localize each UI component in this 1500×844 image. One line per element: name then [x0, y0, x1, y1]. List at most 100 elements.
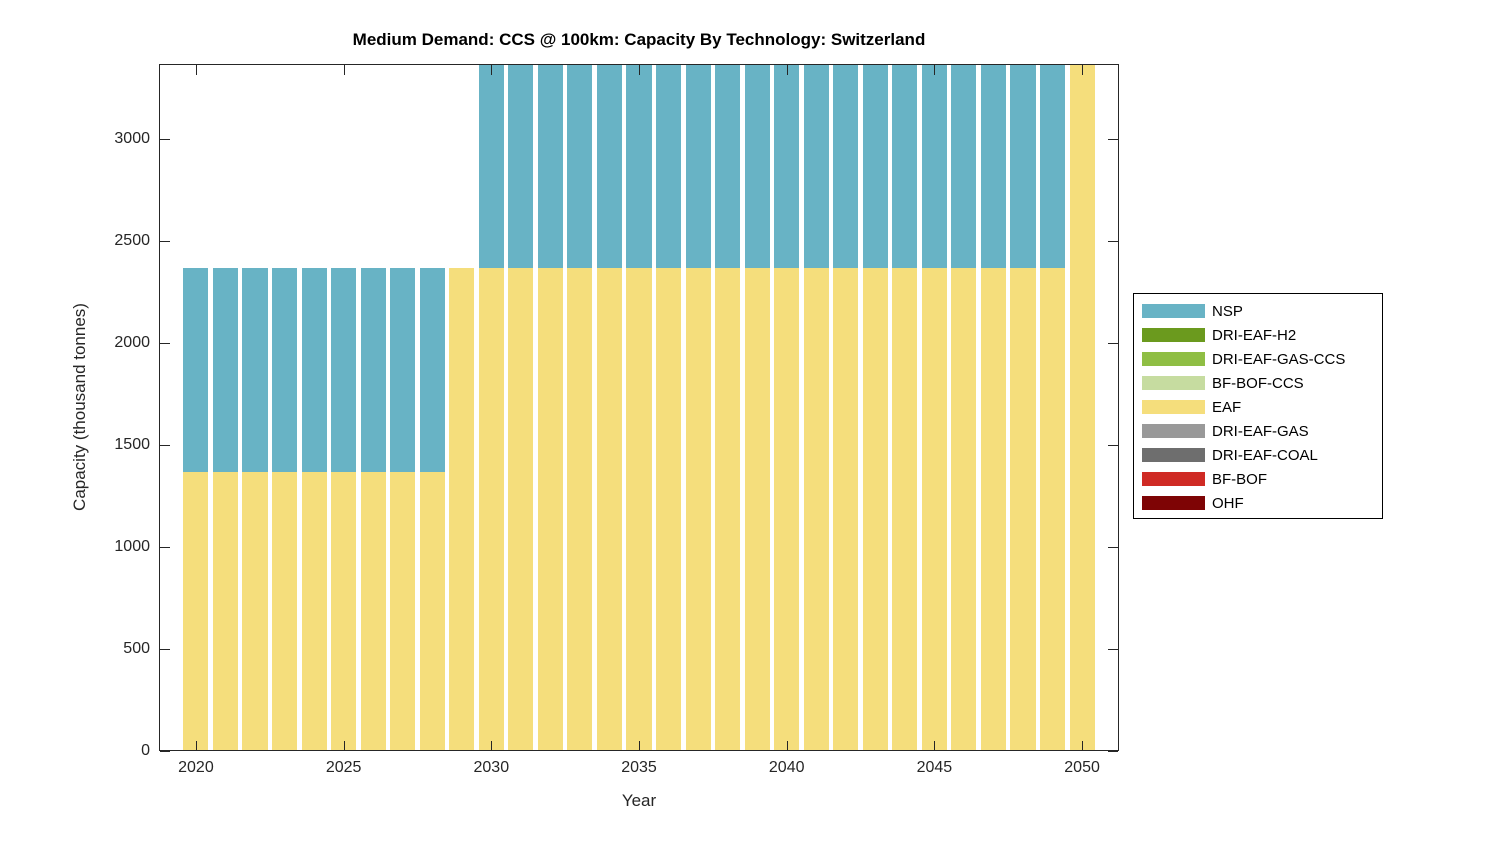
bar-segment-nsp-2040	[774, 64, 800, 268]
legend-label-eaf: EAF	[1212, 398, 1242, 416]
chart-title: Medium Demand: CCS @ 100km: Capacity By …	[352, 30, 926, 49]
bar-segment-eaf-2020	[183, 471, 209, 751]
legend-swatch-dri-eaf-gas-ccs	[1142, 352, 1205, 366]
bar-segment-nsp-2025	[331, 267, 357, 472]
bar-segment-nsp-2023	[271, 267, 298, 472]
bar-segment-eaf-2049	[1039, 267, 1066, 751]
legend-item-dri-eaf-gas: DRI-EAF-GAS	[1134, 419, 1382, 443]
bar-segment-nsp-2046	[951, 64, 977, 268]
bar-segment-eaf-2030	[478, 267, 504, 751]
bar-segment-nsp-2048	[1010, 64, 1036, 268]
bar-segment-eaf-2050	[1069, 64, 1095, 751]
y-tick-label-3000: 3000	[114, 130, 150, 148]
bar-segment-nsp-2036	[655, 64, 682, 268]
bar-segment-eaf-2048	[1010, 267, 1036, 751]
legend-label-nsp: NSP	[1212, 302, 1243, 320]
bar-segment-eaf-2022	[242, 471, 268, 751]
y-tick-0	[160, 751, 170, 752]
bar-segment-nsp-2022	[242, 267, 268, 472]
legend: NSP DRI-EAF-H2 DRI-EAF-GAS-CCS BF-BOF-CCS EA…	[1133, 293, 1383, 519]
bar-segment-nsp-2027	[390, 267, 416, 472]
y-tick-label-2000: 2000	[114, 334, 150, 352]
legend-item-ohf: OHF	[1134, 491, 1382, 515]
legend-swatch-nsp	[1142, 304, 1205, 318]
bar-segment-nsp-2026	[360, 267, 386, 472]
bar-segment-nsp-2028	[419, 267, 445, 472]
bar-segment-nsp-2043	[862, 64, 888, 268]
x-axis-label: Year	[621, 791, 657, 810]
legend-swatch-dri-eaf-h2	[1142, 328, 1205, 342]
bar-segment-eaf-2034	[596, 267, 622, 751]
legend-swatch-dri-eaf-coal	[1142, 448, 1205, 462]
y-tick-label-1500: 1500	[114, 436, 150, 454]
bar-segment-nsp-2020	[183, 267, 209, 472]
bar-segment-nsp-2049	[1039, 64, 1066, 268]
bar-segment-eaf-2038	[715, 267, 741, 751]
bar-segment-eaf-2031	[508, 267, 534, 751]
legend-label-dri-eaf-gas: DRI-EAF-GAS	[1212, 422, 1309, 440]
bar-segment-eaf-2046	[951, 267, 977, 751]
legend-swatch-bf-bof-ccs	[1142, 376, 1205, 390]
bar-segment-eaf-2036	[655, 267, 682, 751]
bar-segment-nsp-2034	[596, 64, 622, 268]
bar-segment-nsp-2041	[803, 64, 829, 268]
legend-swatch-dri-eaf-gas	[1142, 424, 1205, 438]
legend-label-ohf: OHF	[1212, 494, 1244, 512]
x-tick-label-2025: 2025	[325, 759, 362, 776]
legend-item-bf-bof-ccs: BF-BOF-CCS	[1134, 371, 1382, 395]
bar-segment-eaf-2026	[360, 471, 386, 751]
x-tick-label-2045: 2045	[916, 759, 953, 776]
legend-swatch-ohf	[1142, 496, 1205, 510]
legend-label-dri-eaf-coal: DRI-EAF-COAL	[1212, 446, 1318, 464]
bar-segment-eaf-2023	[271, 471, 298, 751]
bar-segment-nsp-2031	[508, 64, 534, 268]
y-tick-right-0	[1108, 751, 1118, 752]
bar-segment-eaf-2024	[301, 471, 327, 751]
x-tick-label-2040: 2040	[768, 759, 805, 776]
bar-segment-eaf-2041	[803, 267, 829, 751]
bar-segment-eaf-2035	[626, 267, 652, 751]
legend-swatch-bf-bof	[1142, 472, 1205, 486]
legend-label-bf-bof-ccs: BF-BOF-CCS	[1212, 374, 1304, 392]
legend-swatch-eaf	[1142, 400, 1205, 414]
legend-item-eaf: EAF	[1134, 395, 1382, 419]
bar-segment-nsp-2044	[892, 64, 918, 268]
x-tick-label-2035: 2035	[621, 759, 657, 776]
bar-segment-eaf-2044	[892, 267, 918, 751]
bar-segment-nsp-2024	[301, 267, 327, 472]
x-tick-label-2050: 2050	[1064, 759, 1100, 776]
bar-segment-eaf-2045	[921, 267, 947, 751]
bar-segment-eaf-2025	[331, 471, 357, 751]
bar-segment-eaf-2047	[980, 267, 1006, 751]
y-tick-label-2500: 2500	[114, 232, 150, 250]
bar-segment-nsp-2035	[626, 64, 652, 268]
bar-segment-nsp-2039	[744, 64, 770, 268]
bar-segment-eaf-2042	[833, 267, 859, 751]
bar-segment-eaf-2037	[685, 267, 711, 751]
legend-label-bf-bof: BF-BOF	[1212, 470, 1267, 488]
legend-item-dri-eaf-gas-ccs: DRI-EAF-GAS-CCS	[1134, 347, 1382, 371]
bar-segment-eaf-2043	[862, 267, 888, 751]
legend-item-bf-bof: BF-BOF	[1134, 467, 1382, 491]
bar-segment-nsp-2045	[921, 64, 947, 268]
bar-segment-eaf-2027	[390, 471, 416, 751]
y-tick-label-1000: 1000	[114, 538, 150, 556]
legend-label-dri-eaf-gas-ccs: DRI-EAF-GAS-CCS	[1212, 350, 1346, 368]
bar-segment-eaf-2039	[744, 267, 770, 751]
bar-segment-eaf-2033	[567, 267, 593, 751]
legend-item-dri-eaf-coal: DRI-EAF-COAL	[1134, 443, 1382, 467]
bar-segment-nsp-2030	[478, 64, 504, 268]
bar-segment-eaf-2032	[537, 267, 563, 751]
legend-label-dri-eaf-h2: DRI-EAF-H2	[1212, 326, 1297, 344]
legend-item-nsp: NSP	[1134, 299, 1382, 323]
bar-segment-nsp-2038	[715, 64, 741, 268]
bar-segment-nsp-2033	[567, 64, 593, 268]
bar-segment-eaf-2040	[774, 267, 800, 751]
y-tick-label-500: 500	[123, 640, 150, 658]
bar-segment-nsp-2047	[980, 64, 1006, 268]
plot-area	[159, 64, 1119, 751]
y-tick-label-0: 0	[141, 742, 150, 759]
x-tick-label-2020: 2020	[178, 759, 214, 776]
x-tick-label-2030: 2030	[473, 759, 510, 776]
